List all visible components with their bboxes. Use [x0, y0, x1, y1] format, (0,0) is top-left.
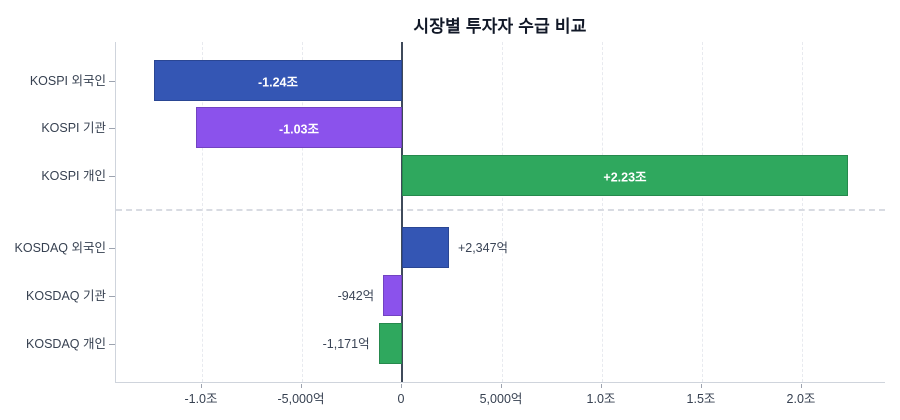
x-axis-tick	[601, 384, 602, 388]
x-axis-label: 1.0조	[586, 392, 616, 406]
bar-kospi-institution: -1.03조	[196, 107, 402, 148]
section-separator-line	[116, 209, 885, 211]
y-axis-label-kospi-institution: KOSPI 기관	[41, 120, 106, 135]
bar-value-label: +2.23조	[603, 170, 647, 184]
y-axis-tick	[109, 295, 115, 297]
gridline	[502, 42, 503, 382]
zero-baseline	[401, 42, 403, 382]
gridline	[302, 42, 303, 382]
bar-value-label: -1.03조	[279, 122, 319, 136]
bar-value-label: -1.24조	[258, 75, 298, 89]
x-axis-label: -1.0조	[184, 392, 218, 406]
x-axis-tick	[701, 384, 702, 388]
bar-value-label: -1,171억	[322, 336, 370, 351]
gridline	[602, 42, 603, 382]
bar-kosdaq-institution	[383, 275, 402, 316]
gridline	[802, 42, 803, 382]
bar-kospi-foreign: -1.24조	[154, 60, 402, 101]
y-axis-tick	[109, 247, 115, 249]
gridline	[202, 42, 203, 382]
x-axis-label: 2.0조	[786, 392, 816, 406]
y-axis-tick	[109, 80, 115, 82]
y-axis-label-kospi-foreign: KOSPI 외국인	[29, 73, 106, 88]
x-axis-tick	[201, 384, 202, 388]
x-axis-label: 1.5조	[686, 392, 716, 406]
x-axis-label: 5,000억	[479, 392, 523, 406]
x-axis-tick	[401, 384, 402, 388]
bar-kospi-individual: +2.23조	[402, 155, 848, 196]
gridline	[702, 42, 703, 382]
y-axis-label-kospi-individual: KOSPI 개인	[41, 168, 106, 183]
plot-area: -1.24조 -1.03조 +2.23조 +2,347억 -942억 -1,171억	[115, 42, 885, 383]
y-axis-tick	[109, 127, 115, 129]
x-axis-tick	[301, 384, 302, 388]
y-axis-tick	[109, 343, 115, 345]
y-axis-label-kosdaq-institution: KOSDAQ 기관	[26, 288, 106, 303]
x-axis-tick	[501, 384, 502, 388]
y-axis-label-kosdaq-individual: KOSDAQ 개인	[26, 336, 106, 351]
x-axis-label: -5,000억	[277, 392, 325, 406]
y-axis-tick	[109, 175, 115, 177]
bar-value-label: +2,347억	[457, 240, 509, 255]
bar-kosdaq-foreign	[402, 227, 449, 268]
x-axis-label: 0	[397, 392, 405, 406]
bar-value-label: -942억	[337, 288, 375, 303]
y-axis-label-kosdaq-foreign: KOSDAQ 외국인	[14, 240, 106, 255]
x-axis-tick	[801, 384, 802, 388]
chart-title: 시장별 투자자 수급 비교	[413, 17, 587, 36]
bar-kosdaq-individual	[378, 323, 402, 364]
